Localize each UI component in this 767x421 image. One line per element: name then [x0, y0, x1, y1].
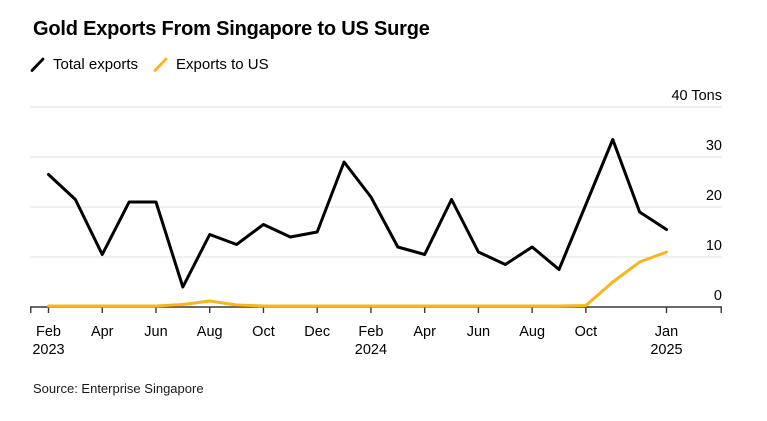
x-axis-label: Aug	[197, 324, 223, 340]
x-axis-year-label: 2023	[32, 342, 64, 358]
chart-legend: Total exports Exports to US	[30, 56, 269, 73]
x-axis-label: Oct	[252, 324, 275, 340]
y-axis-label: 10	[706, 238, 722, 254]
chart-title: Gold Exports From Singapore to US Surge	[33, 18, 430, 40]
legend-swatch-stroke	[30, 57, 45, 72]
x-axis-year-label: 2024	[355, 342, 387, 358]
x-axis-label: Oct	[575, 324, 598, 340]
x-axis-label: Feb	[36, 324, 61, 340]
legend-label-total-exports: Total exports	[53, 56, 139, 73]
x-axis-label: Jun	[144, 324, 167, 340]
y-axis-label: 0	[714, 288, 722, 304]
x-axis-label: Feb	[358, 324, 383, 340]
series-line-total-exports	[47, 138, 668, 289]
y-axis-label: 30	[706, 138, 722, 154]
x-axis-label: Jun	[467, 324, 490, 340]
legend-label-exports-to-us: Exports to US	[176, 56, 269, 73]
legend-swatch-stroke	[153, 57, 168, 72]
x-axis-label: Apr	[413, 324, 436, 340]
y-axis-label: 40 Tons	[671, 88, 722, 104]
legend-item-total-exports: Total exports	[30, 56, 138, 73]
source-note: Source: Enterprise Singapore	[33, 381, 204, 396]
black-line-swatch-icon	[30, 57, 45, 72]
x-axis-label: Jan	[655, 324, 678, 340]
x-axis-label: Apr	[91, 324, 114, 340]
x-axis-label: Dec	[304, 324, 330, 340]
x-axis-year-label: 2025	[650, 342, 682, 358]
y-axis-label: 20	[706, 188, 722, 204]
legend-item-exports-to-us: Exports to US	[153, 56, 269, 73]
series-line-exports-to-us	[47, 250, 668, 308]
x-axis-label: Aug	[519, 324, 545, 340]
yellow-line-swatch-icon	[153, 57, 168, 72]
